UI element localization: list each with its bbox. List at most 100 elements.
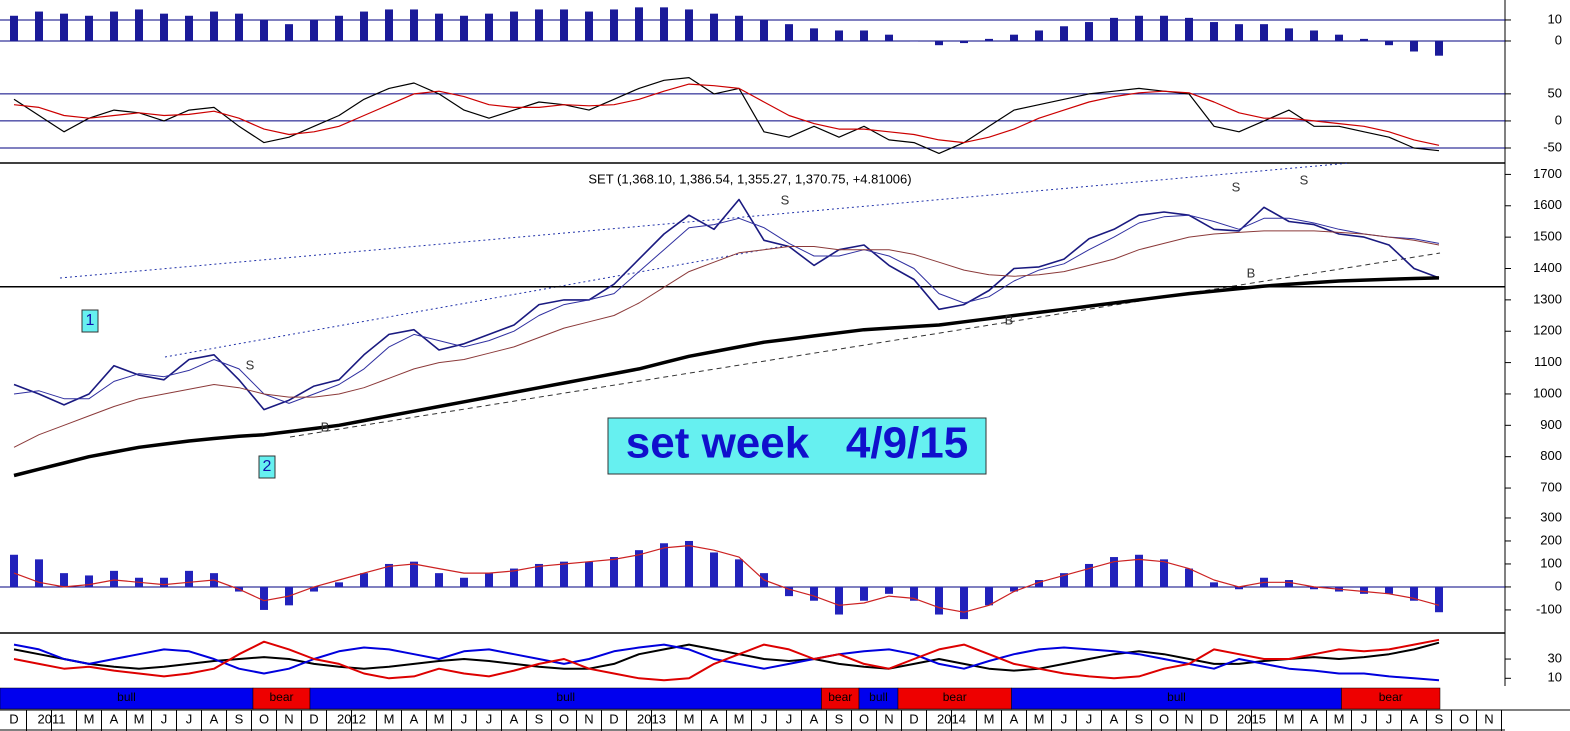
x-tick-label: D [609, 711, 618, 726]
bar [710, 13, 718, 41]
signal-label: B [1005, 312, 1014, 327]
bar [310, 19, 318, 41]
x-tick-label: J [161, 711, 168, 726]
bar [135, 9, 143, 41]
bar [585, 561, 593, 587]
x-tick-label: A [510, 711, 519, 726]
bar [1060, 573, 1068, 587]
bar [960, 586, 968, 620]
bar [1310, 30, 1318, 41]
series-line [13, 643, 1440, 682]
x-tick-label: D [909, 711, 918, 726]
x-tick-label: O [1459, 711, 1469, 726]
y-tick-label: 0 [1555, 578, 1562, 593]
bar [1010, 34, 1018, 41]
bar [60, 573, 68, 587]
bar [810, 586, 818, 601]
x-tick-label: O [559, 711, 569, 726]
y-tick-label: 1000 [1533, 385, 1562, 400]
bar [1235, 586, 1243, 590]
bar [1435, 40, 1443, 56]
x-tick-label: N [584, 711, 593, 726]
bar [835, 586, 843, 615]
x-tick-label: M [734, 711, 745, 726]
bar [635, 550, 643, 587]
bar [1085, 563, 1093, 587]
x-tick-label: A [1010, 711, 1019, 726]
series-line [13, 198, 1440, 411]
x-tick-label: J [786, 711, 793, 726]
series-line [13, 230, 1440, 448]
bar [1185, 568, 1193, 587]
x-tick-label: M [84, 711, 95, 726]
y-tick-label: 800 [1540, 448, 1562, 463]
regime-label: bull [117, 690, 136, 704]
bar [310, 586, 318, 592]
bar [660, 543, 668, 587]
bar [410, 9, 418, 41]
bar [1010, 586, 1018, 592]
bar [460, 577, 468, 587]
y-tick-label: 0 [1555, 32, 1562, 47]
bar [635, 7, 643, 41]
channel-label-box [81, 309, 99, 333]
x-tick-label: 2012 [337, 711, 366, 726]
bar [1385, 586, 1393, 594]
bar [535, 9, 543, 41]
series-line [13, 545, 1440, 613]
y-tick-label: 10 [1548, 670, 1562, 685]
bar [1410, 586, 1418, 601]
y-tick-label: 30 [1548, 650, 1562, 665]
x-tick-label: S [235, 711, 244, 726]
bar [110, 570, 118, 587]
bar [185, 15, 193, 41]
bar [410, 561, 418, 587]
bar [510, 11, 518, 41]
bar [360, 11, 368, 41]
bar [1235, 24, 1243, 41]
x-tick-label: D [309, 711, 318, 726]
bar [960, 40, 968, 44]
bar [60, 13, 68, 41]
x-tick-label: A [1410, 711, 1419, 726]
bar [785, 586, 793, 597]
regime-label: bear [828, 690, 852, 704]
y-tick-label: 100 [1540, 555, 1562, 570]
bar [1335, 34, 1343, 41]
bar [360, 573, 368, 587]
bar [1360, 38, 1368, 41]
bar [335, 582, 343, 587]
x-tick-label: 2015 [1237, 711, 1266, 726]
bar [760, 19, 768, 41]
x-tick-label: 2011 [38, 711, 66, 726]
signal-label: B [1247, 265, 1256, 280]
signal-label: S [1232, 179, 1241, 194]
bar [1135, 554, 1143, 587]
bar [985, 38, 993, 41]
regime-label: bull [869, 690, 888, 704]
bar [260, 19, 268, 41]
bar [685, 540, 693, 587]
y-tick-label: 1400 [1533, 260, 1562, 275]
bar [735, 559, 743, 587]
bar [35, 559, 43, 587]
signal-label: B [321, 419, 330, 434]
bar [785, 24, 793, 41]
bar [435, 573, 443, 587]
bar [910, 40, 918, 42]
bar [660, 7, 668, 41]
x-tick-label: A [1110, 711, 1119, 726]
bar [85, 15, 93, 41]
bar [335, 15, 343, 41]
x-tick-label: J [1386, 711, 1393, 726]
series-line [13, 214, 1440, 404]
x-tick-label: S [1135, 711, 1144, 726]
bar [560, 561, 568, 587]
bar [710, 552, 718, 587]
bar [10, 15, 18, 41]
bar [885, 34, 893, 41]
y-tick-label: 1200 [1533, 323, 1562, 338]
bar [1310, 586, 1318, 590]
y-tick-label: 300 [1540, 509, 1562, 524]
